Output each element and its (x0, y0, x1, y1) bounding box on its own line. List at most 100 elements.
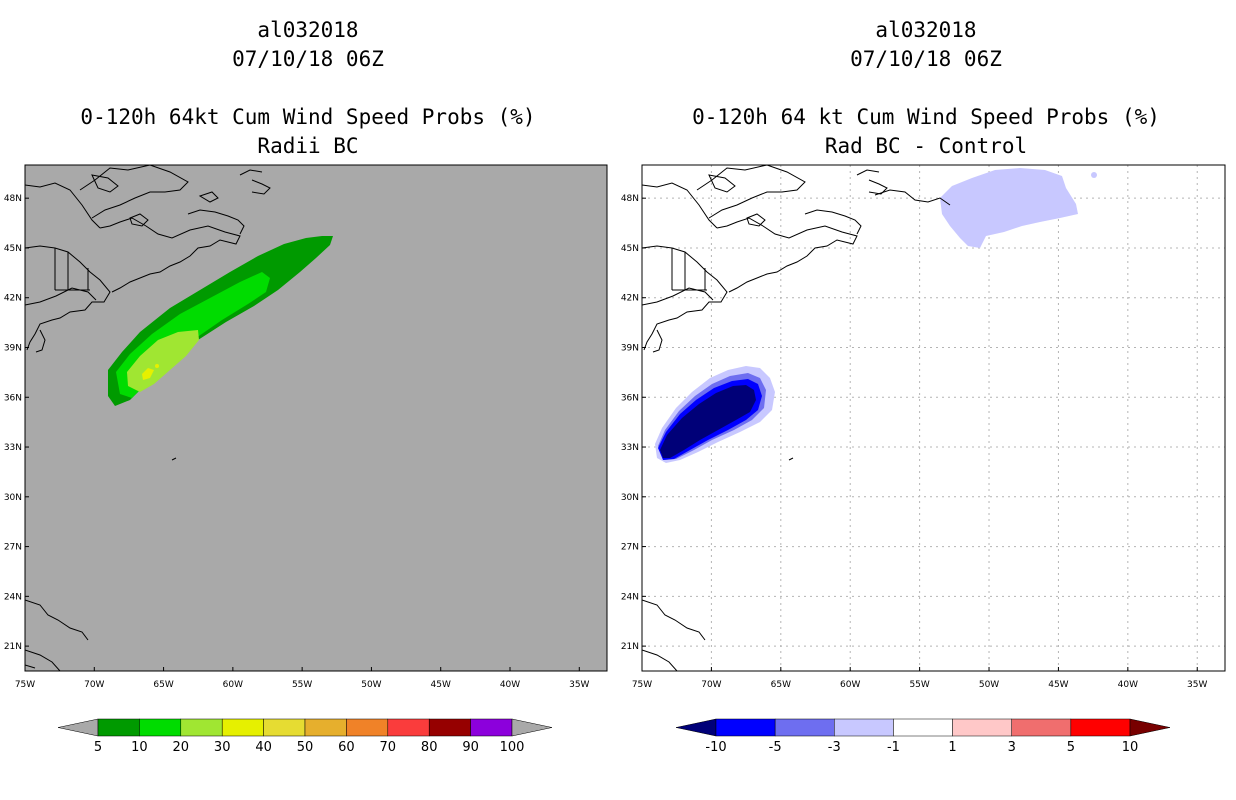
lon-tick-label: 35W (1187, 680, 1207, 690)
left-map-panel: 75W 70W 65W 60W 55W 50W 45W 40W 35W 21N 24N 27N 30N 3… (4, 164, 608, 755)
left-colorbar-swatch (97, 718, 140, 737)
right-colorbar-over-triangle (1129, 718, 1171, 737)
right-axes: 75W 70W 65W 60W 55W 50W 45W 40W 35W 21N 24N 27N 30N 3… (621, 194, 1208, 690)
diff-contour-minus1-spot (1091, 172, 1097, 178)
lon-tick-label: 45W (431, 680, 451, 690)
left-colorbar-label: 40 (255, 740, 272, 755)
lat-tick-label: 24N (4, 592, 22, 602)
left-colorbar-label: 80 (421, 740, 438, 755)
right-colorbar-under-triangle (675, 718, 717, 737)
lat-tick-label: 21N (4, 642, 22, 652)
lon-tick-label: 50W (979, 680, 999, 690)
lat-tick-label: 30N (621, 493, 639, 503)
right-gridlines (641, 165, 1225, 671)
left-colorbar-label: 20 (173, 740, 190, 755)
left-colorbar-label: 90 (462, 740, 479, 755)
right-colorbar: -10 -5 -3 -1 1 3 5 10 (675, 718, 1171, 755)
left-probability-contours (25, 165, 333, 671)
lon-tick-label: 40W (1118, 680, 1138, 690)
lat-tick-label: 48N (621, 194, 639, 204)
lat-tick-label: 27N (621, 543, 639, 553)
right-product-title: 0-120h 64 kt Cum Wind Speed Probs (%) (692, 105, 1160, 129)
left-colorbar-swatch (428, 718, 471, 737)
left-coastlines (25, 165, 271, 671)
left-colorbar-swatch (180, 718, 223, 737)
right-difference-contours (642, 165, 1097, 671)
lat-tick-label: 27N (4, 543, 22, 553)
lon-tick-label: 70W (84, 680, 104, 690)
left-subtitle: Radii BC (257, 134, 359, 158)
left-colorbar-label: 70 (380, 740, 397, 755)
left-colorbar-label: 5 (94, 740, 102, 755)
left-product-title: 0-120h 64kt Cum Wind Speed Probs (%) (80, 105, 536, 129)
lat-tick-label: 42N (4, 294, 22, 304)
left-colorbar-label: 100 (500, 740, 525, 755)
right-subtitle: Rad BC - Control (824, 134, 1028, 158)
lat-tick-label: 36N (621, 393, 639, 403)
right-colorbar-swatch (1011, 718, 1072, 737)
left-colorbar-label: 10 (131, 740, 148, 755)
lat-tick-label: 30N (4, 493, 22, 503)
lon-tick-label: 70W (701, 680, 721, 690)
right-colorbar-swatch (1070, 718, 1131, 737)
left-panel-title: al032018 07/10/18 06Z 0-120h 64kt Cum Wi… (12, 16, 604, 161)
lon-tick-label: 75W (632, 680, 652, 690)
lat-tick-label: 48N (4, 194, 22, 204)
right-coastlines (642, 165, 951, 671)
left-colorbar-swatch (139, 718, 182, 737)
right-colorbar-swatch (774, 718, 835, 737)
right-colorbar-label: -10 (705, 740, 726, 755)
right-colorbar-label: -1 (887, 740, 900, 755)
lat-tick-label: 39N (621, 343, 639, 353)
lat-tick-label: 33N (621, 443, 639, 453)
lon-tick-label: 45W (1048, 680, 1068, 690)
left-colorbar-label: 30 (214, 740, 231, 755)
left-colorbar-under-triangle (57, 718, 99, 737)
right-storm-id: al032018 (875, 18, 977, 42)
lat-tick-label: 24N (621, 592, 639, 602)
right-colorbar-label: -3 (828, 740, 841, 755)
left-storm-id: al032018 (257, 18, 359, 42)
left-colorbar-swatch (221, 718, 264, 737)
lon-tick-label: 65W (153, 680, 173, 690)
lat-tick-label: 21N (621, 642, 639, 652)
lat-tick-label: 33N (4, 443, 22, 453)
left-map-frame (24, 164, 608, 672)
right-map-panel: 75W 70W 65W 60W 55W 50W 45W 40W 35W 21N 24N 27N 30N 3… (621, 164, 1226, 755)
lat-tick-label: 36N (4, 393, 22, 403)
left-axes: 75W 70W 65W 60W 55W 50W 45W 40W 35W 21N 24N 27N 30N 3… (4, 194, 590, 690)
lon-tick-label: 55W (909, 680, 929, 690)
lat-tick-label: 45N (621, 244, 639, 254)
lon-tick-label: 50W (361, 680, 381, 690)
right-colorbar-swatch (834, 718, 894, 737)
right-colorbar-label: -5 (769, 740, 782, 755)
lon-tick-label: 60W (223, 680, 243, 690)
right-colorbar-swatch (952, 718, 1012, 737)
left-colorbar-swatch (387, 718, 430, 737)
right-datetime: 07/10/18 06Z (850, 47, 1002, 71)
right-map-frame (641, 164, 1226, 672)
lon-tick-label: 75W (15, 680, 35, 690)
lat-tick-label: 39N (4, 343, 22, 353)
lat-tick-label: 45N (4, 244, 22, 254)
prob-contour-30-spot (155, 364, 159, 368)
right-colorbar-label: 3 (1008, 740, 1016, 755)
prob-contour-30 (142, 368, 154, 380)
left-colorbar-label: 50 (297, 740, 314, 755)
left-colorbar-swatch (304, 718, 347, 737)
right-colorbar-label: 10 (1122, 740, 1139, 755)
lon-tick-label: 60W (840, 680, 860, 690)
diff-contour-minus10 (660, 385, 756, 458)
left-colorbar: 5 10 20 30 40 50 60 70 80 90 100 (57, 718, 553, 755)
diff-contour-minus1-north (940, 168, 1078, 248)
right-colorbar-label: 5 (1067, 740, 1075, 755)
left-colorbar-label: 60 (338, 740, 355, 755)
lon-tick-label: 65W (771, 680, 791, 690)
left-datetime: 07/10/18 06Z (232, 47, 384, 71)
right-colorbar-label: 1 (948, 740, 956, 755)
right-colorbar-swatch (715, 718, 776, 737)
lon-tick-label: 40W (500, 680, 520, 690)
left-colorbar-swatch (263, 718, 306, 737)
right-panel-title: al032018 07/10/18 06Z 0-120h 64 kt Cum W… (630, 16, 1222, 161)
